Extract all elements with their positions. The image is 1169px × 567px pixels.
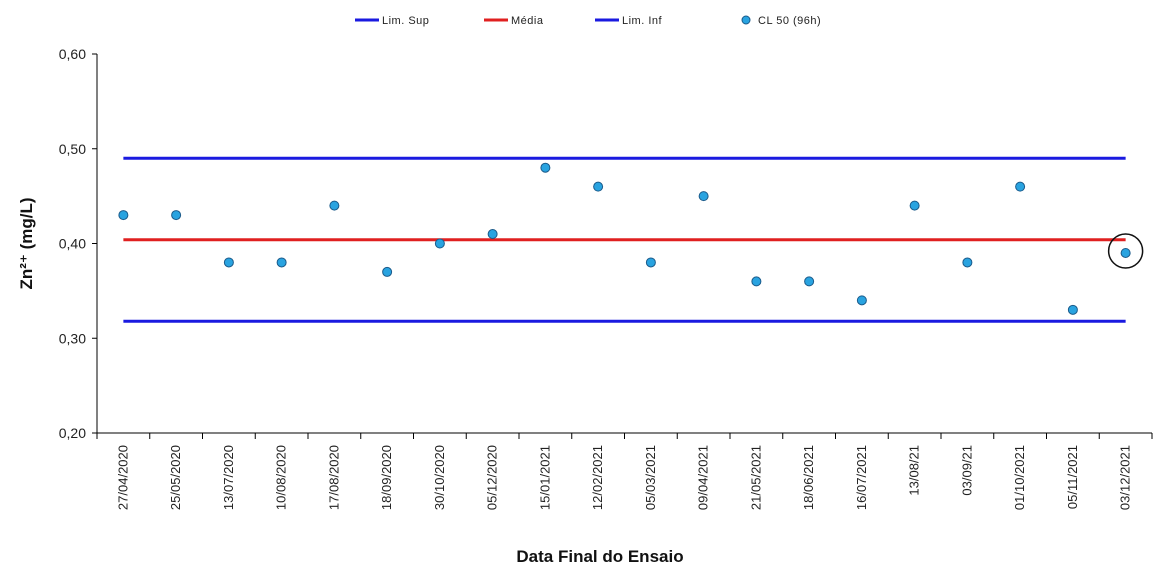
- data-point: [751, 276, 762, 287]
- data-point: [487, 229, 498, 240]
- data-point: [593, 181, 604, 192]
- x-tick-label: 18/06/2021: [801, 445, 816, 510]
- data-point: [1067, 304, 1078, 315]
- x-tick-label: 05/12/2020: [485, 445, 500, 510]
- data-point: [329, 200, 340, 211]
- data-point: [382, 266, 393, 277]
- data-point: [434, 238, 445, 249]
- y-axis-title: Zn²⁺ (mg/L): [17, 197, 36, 289]
- highlight-circle: [1107, 233, 1144, 269]
- x-tick-label: 03/09/21: [959, 445, 974, 496]
- data-point: [118, 210, 129, 221]
- x-tick-label: 21/05/2021: [748, 445, 763, 510]
- reference-lines: [123, 156, 1126, 323]
- y-tick-label: 0,60: [59, 46, 86, 62]
- data-point: [276, 257, 287, 268]
- x-tick-label: 17/08/2020: [326, 445, 341, 510]
- x-tick-label: 03/12/2021: [1118, 445, 1133, 510]
- highlight: [1107, 233, 1144, 269]
- x-tick-label: 15/01/2021: [537, 445, 552, 510]
- legend-label: Lim. Inf: [622, 15, 663, 27]
- data-point: [540, 162, 551, 173]
- y-tick-label: 0,40: [59, 236, 86, 252]
- x-axis-title: Data Final do Ensaio: [516, 547, 683, 566]
- x-tick-label: 13/08/21: [907, 445, 922, 496]
- y-tick-label: 0,20: [59, 425, 86, 441]
- legend-swatch: [741, 15, 751, 25]
- x-tick-label: 01/10/2021: [1012, 445, 1027, 510]
- x-tick-label: 18/09/2020: [379, 445, 394, 510]
- data-point: [856, 295, 867, 306]
- data-point: [223, 257, 234, 268]
- legend-label: Média: [511, 15, 544, 27]
- data-point: [645, 257, 656, 268]
- x-tick-label: 05/03/2021: [643, 445, 658, 510]
- legend-label: Lim. Sup: [382, 15, 429, 27]
- x-tick-label: 13/07/2020: [221, 445, 236, 510]
- x-tick-label: 25/05/2020: [168, 445, 183, 510]
- legend: Lim. Sup Média Lim. Inf CL 50 (96h): [355, 15, 821, 27]
- data-point: [909, 200, 920, 211]
- data-point: [804, 276, 815, 287]
- data-point: [698, 191, 709, 202]
- y-axis: 0,20 0,30 0,40 0,50 0,60: [59, 46, 98, 441]
- x-tick-label: 05/11/2021: [1065, 445, 1080, 509]
- data-points: [118, 162, 1131, 315]
- data-point: [962, 257, 973, 268]
- x-tick-label: 12/02/2021: [590, 445, 605, 510]
- x-tick-label: 27/04/2020: [115, 445, 130, 510]
- x-axis: 27/04/2020 25/05/2020 13/07/2020 10/08/2020…: [96, 432, 1153, 510]
- data-point: [1015, 181, 1026, 192]
- legend-label: CL 50 (96h): [758, 15, 821, 27]
- x-tick-label: 16/07/2021: [854, 445, 869, 510]
- y-tick-label: 0,50: [59, 141, 86, 157]
- x-tick-label: 30/10/2020: [432, 445, 447, 510]
- x-tick-label: 09/04/2021: [696, 445, 711, 510]
- data-point: [1120, 247, 1131, 258]
- y-tick-label: 0,30: [59, 330, 86, 346]
- data-point: [171, 210, 182, 221]
- x-tick-label: 10/08/2020: [274, 445, 289, 510]
